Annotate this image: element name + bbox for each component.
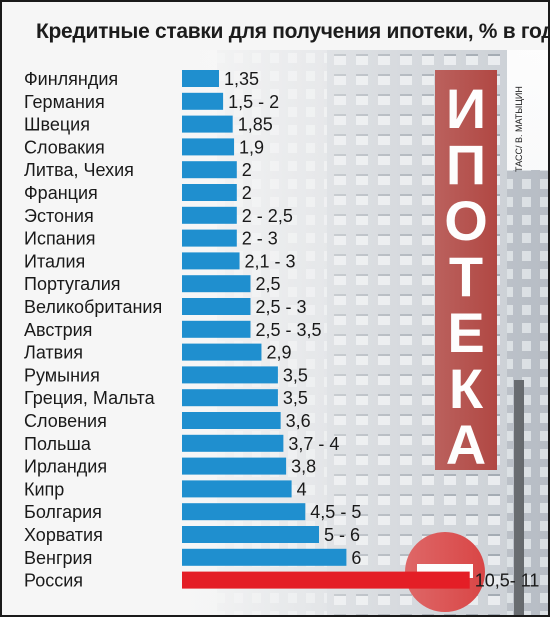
bar (182, 389, 278, 407)
bar (182, 138, 235, 156)
bar (182, 70, 219, 87)
value-label: 3,5 (283, 365, 308, 385)
value-label: 3,6 (286, 411, 311, 431)
value-label: 3,7 - 4 (288, 434, 339, 454)
bar (182, 412, 281, 429)
chart-title: Кредитные ставки для получения ипотеки, … (36, 20, 550, 43)
category-label: Литва, Чехия (24, 160, 134, 180)
bar (182, 275, 251, 293)
value-label: 1,35 (224, 69, 259, 89)
bar (182, 92, 224, 110)
value-label: 1,5 - 2 (228, 92, 279, 112)
bar (182, 115, 233, 133)
category-label: Франция (24, 183, 98, 203)
category-label: Хорватия (24, 525, 103, 545)
value-label: 3,8 (291, 457, 316, 477)
bar (182, 298, 251, 315)
value-label: 1,9 (239, 137, 264, 157)
category-label: Финляндия (24, 69, 118, 89)
value-label: 1,85 (238, 115, 273, 135)
bar (182, 366, 278, 384)
bar (182, 503, 306, 521)
bar (182, 252, 240, 270)
value-label: 4 (297, 479, 307, 499)
category-label: Ирландия (24, 457, 107, 477)
bar (182, 229, 237, 247)
category-label: Польша (24, 434, 92, 454)
category-label: Эстония (24, 206, 94, 226)
value-label: 3,5 (283, 388, 308, 408)
bar (182, 457, 287, 475)
bar (182, 548, 347, 566)
value-label: 2 - 2,5 (242, 206, 293, 226)
value-label: 5 - 6 (324, 525, 360, 545)
category-label: Болгария (24, 502, 102, 522)
category-label: Кипр (24, 479, 64, 499)
bar (182, 526, 319, 543)
category-label: Испания (24, 229, 95, 249)
category-label: Великобритания (24, 297, 162, 317)
bar (182, 434, 284, 452)
value-label: 4,5 - 5 (310, 502, 361, 522)
value-label: 2,1 - 3 (245, 251, 296, 271)
bar (182, 161, 237, 179)
category-label: Словения (24, 411, 107, 431)
category-label: Португалия (24, 274, 121, 294)
bar (182, 480, 292, 498)
bar-highlight (182, 571, 470, 589)
category-label: Россия (24, 571, 83, 591)
category-label: Швеция (24, 115, 90, 135)
value-label: 2,9 (266, 343, 291, 363)
category-label: Румыния (24, 365, 100, 385)
category-label: Германия (24, 92, 105, 112)
category-label: Италия (24, 251, 85, 271)
category-label: Греция, Мальта (24, 388, 156, 408)
bar (182, 320, 251, 338)
category-label: Словакия (24, 137, 105, 157)
value-label: 2,5 - 3 (256, 297, 307, 317)
bar (182, 184, 237, 201)
background-photo: ИПОТЕКА (177, 50, 548, 615)
value-label: 2,5 (256, 274, 281, 294)
bar (182, 206, 237, 224)
value-label: 2 (242, 183, 252, 203)
category-label: Латвия (24, 343, 83, 363)
value-label: 2 (242, 160, 252, 180)
value-label: 2,5 - 3,5 (256, 320, 322, 340)
value-label: 10,5- 11 (475, 571, 540, 591)
category-label: Австрия (24, 320, 92, 340)
category-label: Венгрия (24, 548, 92, 568)
value-label: 6 (351, 548, 361, 568)
value-label: 2 - 3 (242, 229, 278, 249)
bar (182, 343, 262, 361)
